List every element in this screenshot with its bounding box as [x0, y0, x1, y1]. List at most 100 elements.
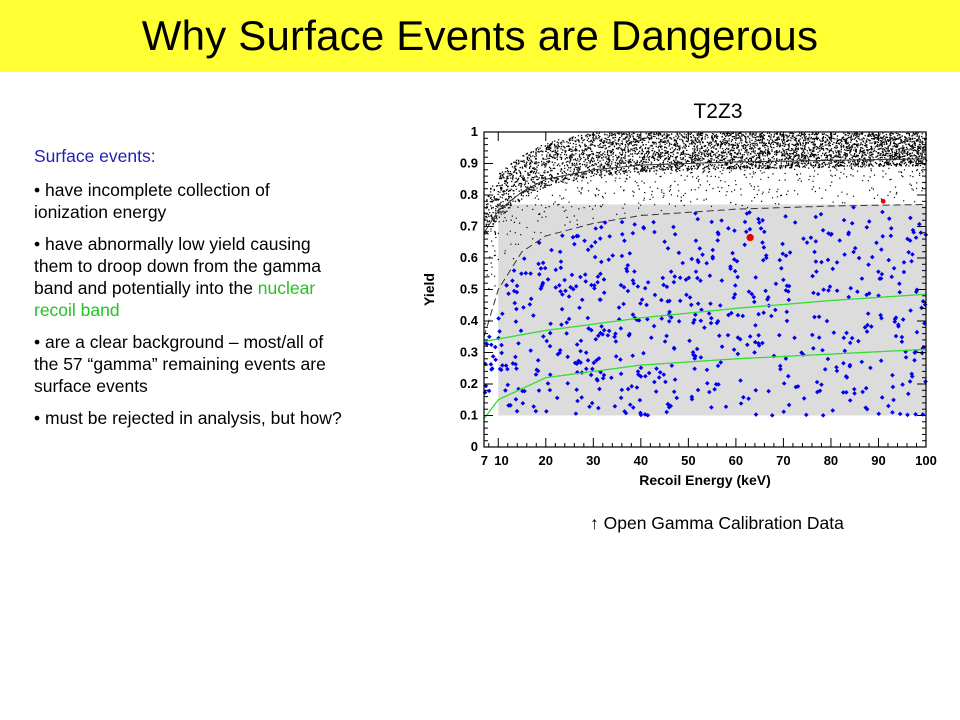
lead-text: Surface events: — [34, 146, 156, 166]
surface-event-point — [696, 259, 701, 265]
surface-event-point — [625, 386, 631, 392]
surface-event-point — [623, 410, 629, 416]
surface-event-point — [719, 344, 725, 349]
surface-event-point — [489, 367, 494, 372]
surface-event-point — [753, 412, 759, 417]
surface-event-point — [535, 368, 541, 374]
surface-event-point — [691, 320, 696, 326]
surface-event-point — [901, 269, 907, 275]
surface-event-point — [864, 406, 870, 412]
surface-event-point — [917, 221, 922, 227]
surface-event-point — [744, 342, 750, 348]
surface-event-point — [731, 347, 737, 352]
title-bar: Why Surface Events are Dangerous — [0, 0, 960, 72]
gamma-band-dots — [484, 132, 928, 235]
x-tick-label: 70 — [776, 453, 790, 468]
surface-event-point — [825, 257, 831, 263]
surface-event-point — [626, 333, 632, 338]
surface-event-point — [758, 226, 764, 231]
surface-event-point — [709, 405, 714, 410]
surface-event-point — [689, 394, 695, 400]
surface-event-point — [618, 357, 623, 362]
surface-event-point — [747, 226, 753, 232]
surface-event-point — [589, 243, 594, 249]
surface-event-point — [513, 354, 518, 360]
surface-event-point — [761, 245, 767, 250]
y-axis-title: Yield — [421, 273, 437, 306]
surface-event-point — [646, 370, 652, 376]
surface-event-point — [619, 253, 625, 259]
surface-event-point — [813, 214, 819, 220]
surface-event-point — [816, 314, 822, 320]
surface-event-point — [876, 411, 882, 417]
surface-event-point — [583, 350, 589, 355]
surface-event-point — [671, 279, 677, 285]
surface-event-point — [599, 259, 604, 265]
surface-event-point — [562, 277, 567, 283]
surface-event-point — [512, 300, 518, 306]
surface-event-point — [844, 330, 849, 336]
bullet-low-yield: • have abnormally low yield causing them… — [34, 233, 344, 321]
surface-event-point — [499, 342, 504, 348]
surface-event-point — [804, 240, 810, 245]
red-event-point — [880, 198, 886, 204]
surface-event-point — [810, 273, 815, 279]
surface-event-point — [715, 318, 721, 324]
x-tick-label: 30 — [586, 453, 600, 468]
surface-event-point — [513, 397, 519, 402]
x-tick-label: 90 — [871, 453, 885, 468]
surface-event-point — [693, 269, 699, 274]
chart-title: T2Z3 — [693, 100, 742, 123]
y-tick-label: 0.5 — [460, 282, 478, 297]
surface-event-point — [704, 367, 710, 373]
surface-event-point — [712, 386, 717, 392]
surface-event-point — [651, 323, 657, 329]
surface-event-point — [622, 238, 627, 243]
surface-event-point — [735, 335, 741, 340]
y-tick-label: 0.6 — [460, 250, 478, 265]
surface-event-point — [710, 247, 716, 253]
surface-event-point — [657, 370, 663, 375]
surface-event-point — [661, 372, 667, 377]
surface-event-point — [781, 409, 787, 415]
surface-event-point — [742, 242, 748, 248]
surface-event-point — [834, 364, 839, 370]
surface-event-point — [638, 301, 643, 306]
surface-event-point — [855, 289, 860, 295]
surface-event-point — [558, 289, 563, 294]
surface-event-point — [781, 277, 786, 283]
bullet-incomplete-collection: • have incomplete collection of ionizati… — [34, 180, 270, 222]
surface-event-point — [616, 305, 622, 310]
y-tick-label: 0.3 — [460, 345, 478, 360]
surface-event-point — [549, 247, 554, 253]
surface-event-point — [601, 372, 607, 378]
surface-event-point — [560, 233, 565, 238]
surface-event-point — [892, 319, 898, 324]
surface-event-point — [829, 231, 834, 237]
surface-event-point — [593, 226, 599, 231]
surface-event-point — [752, 299, 757, 305]
surface-event-point — [563, 288, 568, 294]
surface-event-point — [635, 284, 641, 289]
surface-event-point — [784, 309, 790, 315]
surface-event-point — [568, 284, 573, 290]
surface-event-point — [847, 362, 853, 368]
surface-event-point — [594, 376, 600, 382]
surface-event-point — [844, 375, 850, 380]
surface-event-point — [716, 382, 721, 387]
surface-event-point — [907, 379, 913, 384]
surface-event-point — [856, 338, 861, 344]
surface-event-point — [899, 339, 905, 345]
surface-event-point — [695, 216, 701, 222]
surface-event-point — [506, 291, 511, 297]
surface-event-point — [582, 272, 588, 277]
surface-event-point — [753, 323, 758, 328]
surface-event-point — [542, 265, 548, 271]
surface-event-point — [841, 360, 846, 366]
surface-event-point — [847, 340, 853, 346]
surface-event-point — [777, 257, 783, 263]
surface-event-point — [785, 373, 791, 379]
surface-event-point — [914, 289, 919, 295]
surface-event-point — [783, 288, 789, 293]
surface-event-point — [863, 385, 869, 391]
